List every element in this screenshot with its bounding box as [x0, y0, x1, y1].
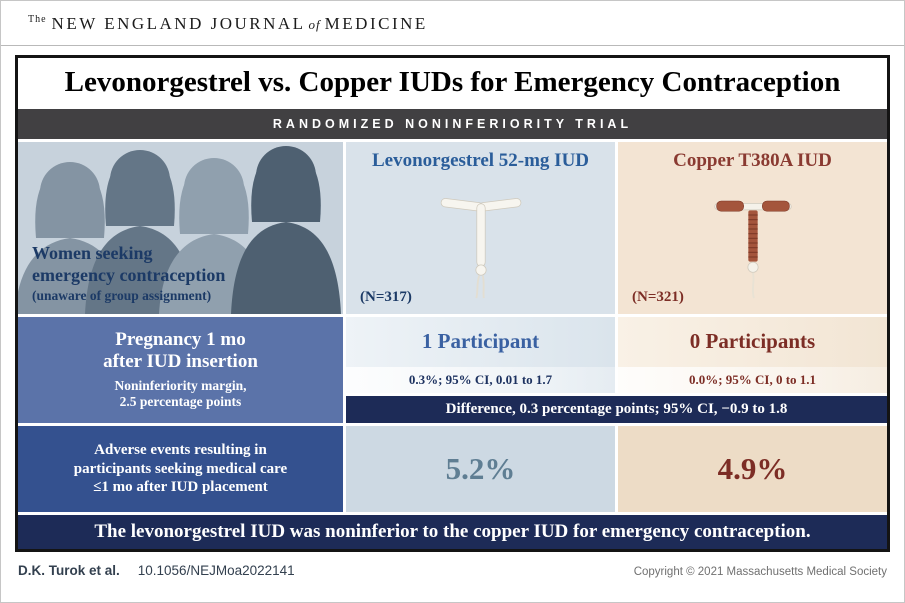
infographic-frame: Levonorgestrel vs. Copper IUDs for Emerg… — [15, 55, 890, 552]
pregnancy-outcome-label: Pregnancy 1 mo after IUD insertion — [103, 329, 258, 373]
adverse-events-label: Adverse events resulting in participants… — [73, 441, 288, 496]
footer: D.K. Turok et al. 10.1056/NEJMoa2022141 C… — [18, 563, 887, 578]
masthead-journal: NEW ENGLAND JOURNAL — [51, 14, 306, 33]
conclusion-banner: The levonorgestrel IUD was noninferior t… — [18, 514, 887, 549]
copper-adverse-value: 4.9% — [618, 425, 887, 512]
copper-participants-value: 0 Participants — [689, 329, 816, 354]
population-label: Women seeking emergency contraception — [32, 243, 226, 285]
masthead-of: of — [308, 17, 321, 32]
levonorgestrel-participants-value: 1 Participant — [421, 329, 540, 354]
levonorgestrel-ci: 0.3%; 95% CI, 0.01 to 1.7 — [346, 366, 615, 393]
groups-row: Women seeking emergency contraception (u… — [18, 141, 887, 314]
women-silhouettes-icon — [18, 145, 341, 314]
pregnancy-outcome-row: Pregnancy 1 mo after IUD insertion Nonin… — [18, 316, 887, 423]
levonorgestrel-pregnancy-result: 1 Participant 0.3%; 95% CI, 0.01 to 1.7 — [346, 316, 615, 393]
pregnancy-outcome-cell: Pregnancy 1 mo after IUD insertion Nonin… — [18, 316, 343, 423]
masthead-medicine: MEDICINE — [324, 14, 428, 33]
levonorgestrel-iud-icon — [440, 198, 521, 299]
footer-doi: 10.1056/NEJMoa2022141 — [137, 562, 295, 578]
adverse-events-row: Adverse events resulting in participants… — [18, 425, 887, 512]
adverse-events-cell: Adverse events resulting in participants… — [18, 425, 343, 512]
population-note: (unaware of group assignment) — [32, 287, 212, 303]
difference-bar: Difference, 0.3 percentage points; 95% C… — [346, 395, 887, 423]
levonorgestrel-iud-wrap — [426, 172, 536, 314]
copper-header: Copper T380A IUD — [673, 149, 832, 171]
footer-citation: D.K. Turok et al. 10.1056/NEJMoa2022141 — [18, 563, 295, 578]
copper-n: (N=321) — [632, 288, 684, 305]
levonorgestrel-n: (N=317) — [360, 288, 412, 305]
footer-authors: D.K. Turok et al. — [18, 562, 120, 578]
study-title: Levonorgestrel vs. Copper IUDs for Emerg… — [64, 66, 841, 98]
journal-masthead: The NEW ENGLAND JOURNAL of MEDICINE — [1, 1, 904, 46]
copper-iud-wrap — [698, 172, 808, 314]
masthead-the: The — [28, 14, 47, 25]
copper-ci: 0.0%; 95% CI, 0 to 1.1 — [618, 366, 887, 393]
levonorgestrel-header: Levonorgestrel 52-mg IUD — [371, 149, 590, 171]
copper-pregnancy-result: 0 Participants 0.0%; 95% CI, 0 to 1.1 — [618, 316, 887, 393]
footer-copyright: Copyright © 2021 Massachusetts Medical S… — [633, 565, 887, 578]
copper-iud-icon — [713, 200, 792, 299]
levonorgestrel-adverse-value: 5.2% — [346, 425, 615, 512]
copper-group-cell: Copper T380A IUD — [618, 141, 887, 314]
noninferiority-margin-label: Noninferiority margin, 2.5 percentage po… — [114, 378, 247, 410]
trial-type-banner: RANDOMIZED NONINFERIORITY TRIAL — [18, 108, 887, 139]
population-cell: Women seeking emergency contraception (u… — [18, 141, 343, 314]
levonorgestrel-group-cell: Levonorgestrel 52-mg IUD (N=317) — [346, 141, 615, 314]
population-text: Women seeking emergency contraception (u… — [32, 243, 225, 303]
